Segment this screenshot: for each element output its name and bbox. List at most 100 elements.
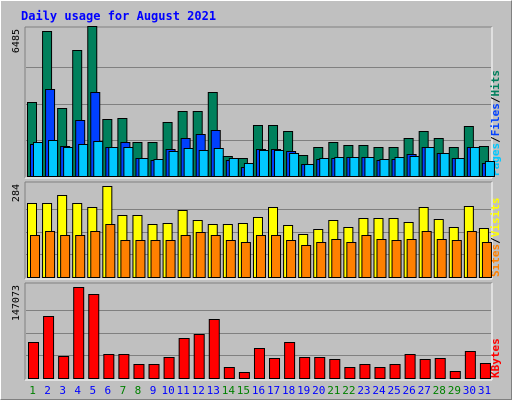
bar-sites-day-21 [331, 239, 342, 278]
bar-pages-day-14 [228, 158, 239, 177]
bar-kbytes-day-22 [344, 367, 356, 379]
bar-kbytes-day-14 [223, 367, 235, 379]
bar-kbytes-day-12 [193, 334, 205, 379]
bar-sites-day-3 [60, 235, 71, 278]
x-tick-label-day-9: 9 [150, 384, 157, 397]
bar-pages-day-28 [439, 153, 450, 177]
bar-kbytes-day-30 [464, 351, 476, 379]
bar-sites-day-31 [481, 242, 492, 278]
x-tick-label-day-20: 20 [312, 384, 325, 397]
x-tick-label-day-12: 12 [192, 384, 205, 397]
bar-pages-day-7 [123, 147, 134, 177]
bar-pages-day-16 [258, 150, 269, 177]
x-tick-label-day-1: 1 [29, 384, 36, 397]
x-tick-label-day-27: 27 [418, 384, 431, 397]
x-tick-label-day-19: 19 [297, 384, 310, 397]
bar-kbytes-day-21 [329, 359, 341, 379]
bar-kbytes-day-2 [43, 316, 55, 379]
bar-kbytes-day-7 [118, 354, 130, 379]
bar-sites-day-4 [75, 235, 86, 278]
bar-pages-day-22 [349, 157, 360, 177]
bar-sites-day-9 [150, 240, 161, 278]
bar-kbytes-day-10 [163, 357, 175, 379]
x-tick-label-day-23: 23 [357, 384, 370, 397]
bar-sites-day-26 [406, 239, 417, 278]
bar-sites-day-19 [301, 245, 312, 278]
x-tick-label-day-22: 22 [342, 384, 355, 397]
bar-pages-day-3 [63, 147, 74, 177]
bar-kbytes-day-9 [148, 364, 160, 379]
x-tick-label-day-29: 29 [448, 384, 461, 397]
x-tick-label-day-13: 13 [207, 384, 220, 397]
x-tick-label-day-18: 18 [282, 384, 295, 397]
bar-kbytes-day-20 [314, 357, 326, 379]
bar-sites-day-2 [45, 231, 56, 278]
x-tick-label-day-5: 5 [89, 384, 96, 397]
legend-entry: Files [489, 103, 502, 136]
panel-bottom: 147073 KBytes [11, 282, 502, 381]
bar-kbytes-day-24 [374, 367, 386, 379]
x-tick-label-day-11: 11 [177, 384, 190, 397]
x-tick-label-day-7: 7 [120, 384, 127, 397]
bar-pages-day-25 [394, 157, 405, 177]
bar-kbytes-day-3 [58, 356, 70, 379]
bar-sites-day-7 [120, 240, 131, 278]
bar-pages-day-30 [469, 147, 480, 177]
x-tick-label-day-25: 25 [387, 384, 400, 397]
bar-sites-day-11 [180, 235, 191, 278]
bar-sites-day-30 [466, 231, 477, 278]
bar-kbytes-day-1 [28, 342, 39, 379]
bar-kbytes-day-16 [253, 348, 265, 379]
legend-entry: / [489, 237, 502, 244]
bar-sites-day-24 [376, 239, 387, 278]
x-tick-label-day-21: 21 [327, 384, 340, 397]
legend-bottom: KBytes [489, 338, 502, 378]
bar-kbytes-day-13 [208, 319, 220, 379]
bar-pages-day-12 [198, 150, 209, 177]
bar-pages-day-20 [319, 158, 330, 177]
bar-pages-day-23 [364, 157, 375, 177]
bar-kbytes-day-8 [133, 364, 145, 379]
panel-middle: 284 Sites/Visits [11, 181, 502, 280]
bar-pages-day-10 [168, 151, 179, 177]
legend-entry: Hits [489, 70, 502, 97]
x-tick-label-day-2: 2 [44, 384, 51, 397]
x-tick-label-day-6: 6 [105, 384, 112, 397]
bar-kbytes-day-4 [73, 287, 85, 379]
bar-sites-day-13 [210, 235, 221, 278]
bar-sites-day-29 [451, 240, 462, 278]
bar-pages-day-4 [78, 144, 89, 177]
bar-sites-day-12 [195, 232, 206, 278]
bar-sites-day-8 [135, 240, 146, 278]
bar-kbytes-day-26 [404, 354, 416, 379]
legend-middle: Sites/Visits [489, 198, 502, 278]
axis-max-label-middle: 284 [11, 184, 22, 202]
x-tick-label-day-4: 4 [74, 384, 81, 397]
legend-top: Pages/Files/Hits [489, 70, 502, 176]
bar-sites-day-14 [225, 240, 236, 278]
bar-pages-day-6 [108, 147, 119, 177]
bar-pages-day-26 [409, 156, 420, 177]
chart-title: Daily usage for August 2021 [21, 9, 216, 23]
bar-pages-day-13 [213, 148, 224, 177]
x-tick-label-day-17: 17 [267, 384, 280, 397]
bar-sites-day-6 [105, 224, 116, 278]
bar-kbytes-day-5 [88, 294, 100, 379]
bar-pages-day-21 [334, 157, 345, 177]
bar-kbytes-day-27 [419, 359, 431, 379]
legend-entry: / [489, 136, 502, 143]
bar-pages-day-15 [243, 163, 254, 177]
bar-sites-day-23 [361, 235, 372, 278]
bar-pages-day-9 [153, 159, 164, 177]
bar-kbytes-day-15 [238, 372, 250, 379]
x-tick-label-day-15: 15 [237, 384, 250, 397]
bar-sites-day-16 [255, 235, 266, 278]
bar-sites-day-10 [165, 240, 176, 278]
x-tick-label-day-30: 30 [463, 384, 476, 397]
bar-kbytes-day-17 [269, 358, 281, 379]
bar-pages-day-8 [138, 158, 149, 177]
bar-sites-day-17 [271, 235, 282, 278]
bar-sites-day-28 [436, 239, 447, 278]
